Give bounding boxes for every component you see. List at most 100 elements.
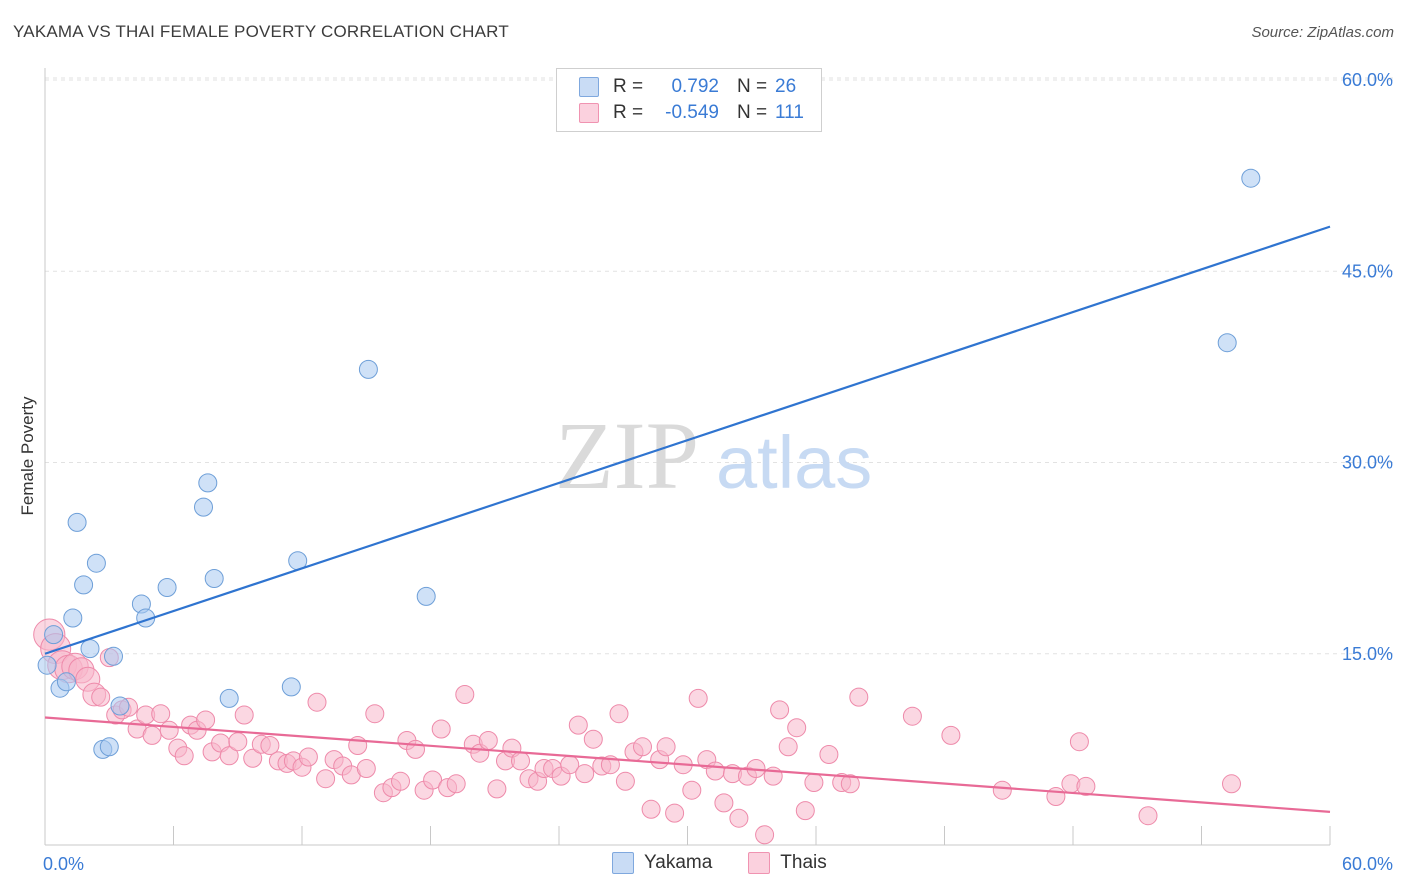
- point-thai[interactable]: [705, 761, 725, 781]
- y-tick-label: 60.0%: [1342, 70, 1393, 90]
- point-thai[interactable]: [641, 799, 661, 819]
- source-label: Source: ZipAtlas.com: [1251, 24, 1394, 41]
- point-thai[interactable]: [1076, 776, 1096, 796]
- point-thai[interactable]: [819, 745, 839, 764]
- point-yakama[interactable]: [74, 575, 94, 595]
- point-thai[interactable]: [575, 764, 595, 784]
- point-thai[interactable]: [583, 729, 603, 749]
- point-thai[interactable]: [1138, 806, 1158, 826]
- point-thai[interactable]: [446, 774, 466, 794]
- y-tick-label: 45.0%: [1342, 261, 1393, 281]
- trend-line-thai: [44, 716, 1331, 813]
- point-thai[interactable]: [228, 732, 248, 752]
- point-thai[interactable]: [243, 748, 263, 768]
- point-yakama[interactable]: [358, 359, 378, 379]
- point-thai[interactable]: [142, 725, 162, 745]
- legend-row-thais: R = -0.549 N = 111: [579, 100, 804, 126]
- point-yakama[interactable]: [416, 586, 436, 606]
- legend-item-yakama[interactable]: Yakama: [612, 852, 712, 874]
- point-yakama[interactable]: [44, 625, 64, 645]
- point-thai[interactable]: [91, 687, 111, 707]
- point-yakama[interactable]: [86, 553, 106, 573]
- point-thai[interactable]: [615, 771, 635, 791]
- point-thai[interactable]: [941, 725, 961, 745]
- point-thai[interactable]: [423, 770, 443, 790]
- point-thai[interactable]: [902, 706, 922, 726]
- point-thai[interactable]: [688, 688, 708, 708]
- point-thai[interactable]: [1069, 732, 1089, 752]
- point-yakama[interactable]: [1241, 168, 1261, 188]
- point-thai[interactable]: [804, 773, 824, 792]
- y-tick-labels: 15.0% 30.0% 45.0% 60.0%: [1342, 70, 1393, 664]
- point-yakama[interactable]: [198, 473, 218, 493]
- point-thai[interactable]: [787, 718, 807, 738]
- point-thai[interactable]: [992, 780, 1012, 800]
- point-yakama[interactable]: [110, 696, 130, 716]
- point-thai[interactable]: [196, 710, 216, 730]
- point-thai[interactable]: [714, 793, 734, 813]
- point-thai[interactable]: [365, 704, 385, 724]
- point-yakama[interactable]: [99, 737, 119, 757]
- point-thai[interactable]: [234, 705, 254, 725]
- point-thai[interactable]: [682, 780, 702, 800]
- point-thai[interactable]: [665, 803, 685, 823]
- point-thai[interactable]: [174, 746, 194, 766]
- point-yakama[interactable]: [37, 655, 57, 675]
- point-yakama[interactable]: [63, 608, 83, 628]
- point-thai[interactable]: [755, 825, 775, 845]
- legend-r-value: -0.549: [665, 102, 719, 123]
- point-thai[interactable]: [431, 719, 451, 739]
- point-yakama[interactable]: [281, 677, 301, 697]
- y-axis-label: Female Poverty: [18, 396, 37, 516]
- point-thai[interactable]: [455, 685, 475, 704]
- point-thai[interactable]: [391, 771, 410, 791]
- point-yakama[interactable]: [104, 646, 123, 666]
- point-thai[interactable]: [770, 700, 790, 720]
- point-yakama[interactable]: [1217, 333, 1237, 353]
- point-thai[interactable]: [795, 801, 815, 821]
- points-layer: [33, 168, 1261, 845]
- point-thai[interactable]: [487, 779, 507, 799]
- legend-swatch-thais: [579, 103, 599, 123]
- point-thai[interactable]: [316, 769, 336, 789]
- point-thai[interactable]: [568, 715, 588, 735]
- y-tick-label: 15.0%: [1342, 644, 1393, 664]
- legend-label-thais: Thais: [780, 852, 827, 873]
- trend-line-yakama: [44, 225, 1331, 655]
- point-thai[interactable]: [778, 737, 798, 757]
- point-thai[interactable]: [298, 747, 318, 767]
- point-thai[interactable]: [656, 737, 676, 757]
- point-thai[interactable]: [478, 731, 498, 750]
- point-thai[interactable]: [151, 704, 171, 724]
- point-thai[interactable]: [633, 737, 652, 757]
- point-thai[interactable]: [840, 774, 860, 794]
- point-thai[interactable]: [511, 751, 530, 771]
- legend-swatch-thais: [748, 852, 771, 874]
- point-thai[interactable]: [1222, 774, 1241, 794]
- point-thai[interactable]: [219, 746, 239, 766]
- chart-title: YAKAMA VS THAI FEMALE POVERTY CORRELATIO…: [13, 22, 509, 41]
- point-thai[interactable]: [609, 704, 629, 724]
- legend-n-value: 26: [775, 76, 797, 97]
- point-yakama[interactable]: [157, 578, 177, 597]
- legend-item-thais[interactable]: Thais: [748, 852, 827, 874]
- point-yakama[interactable]: [67, 512, 87, 532]
- point-thai[interactable]: [729, 808, 749, 828]
- x-tick-label-min: 0.0%: [43, 854, 84, 874]
- point-yakama[interactable]: [194, 497, 213, 517]
- point-yakama[interactable]: [219, 688, 239, 708]
- watermark-atlas: atlas: [716, 421, 872, 504]
- y-tick-label: 30.0%: [1342, 453, 1393, 473]
- point-thai[interactable]: [307, 692, 327, 712]
- point-thai[interactable]: [159, 720, 179, 740]
- point-thai[interactable]: [356, 759, 376, 778]
- point-thai[interactable]: [849, 687, 869, 707]
- point-yakama[interactable]: [204, 569, 224, 588]
- legend-n-label: N =: [737, 76, 768, 97]
- point-thai[interactable]: [406, 739, 425, 759]
- point-yakama[interactable]: [80, 639, 100, 659]
- point-thai[interactable]: [260, 736, 280, 755]
- point-yakama[interactable]: [56, 672, 76, 692]
- trend-layer: [44, 225, 1331, 813]
- legend-r-label: R =: [613, 102, 644, 123]
